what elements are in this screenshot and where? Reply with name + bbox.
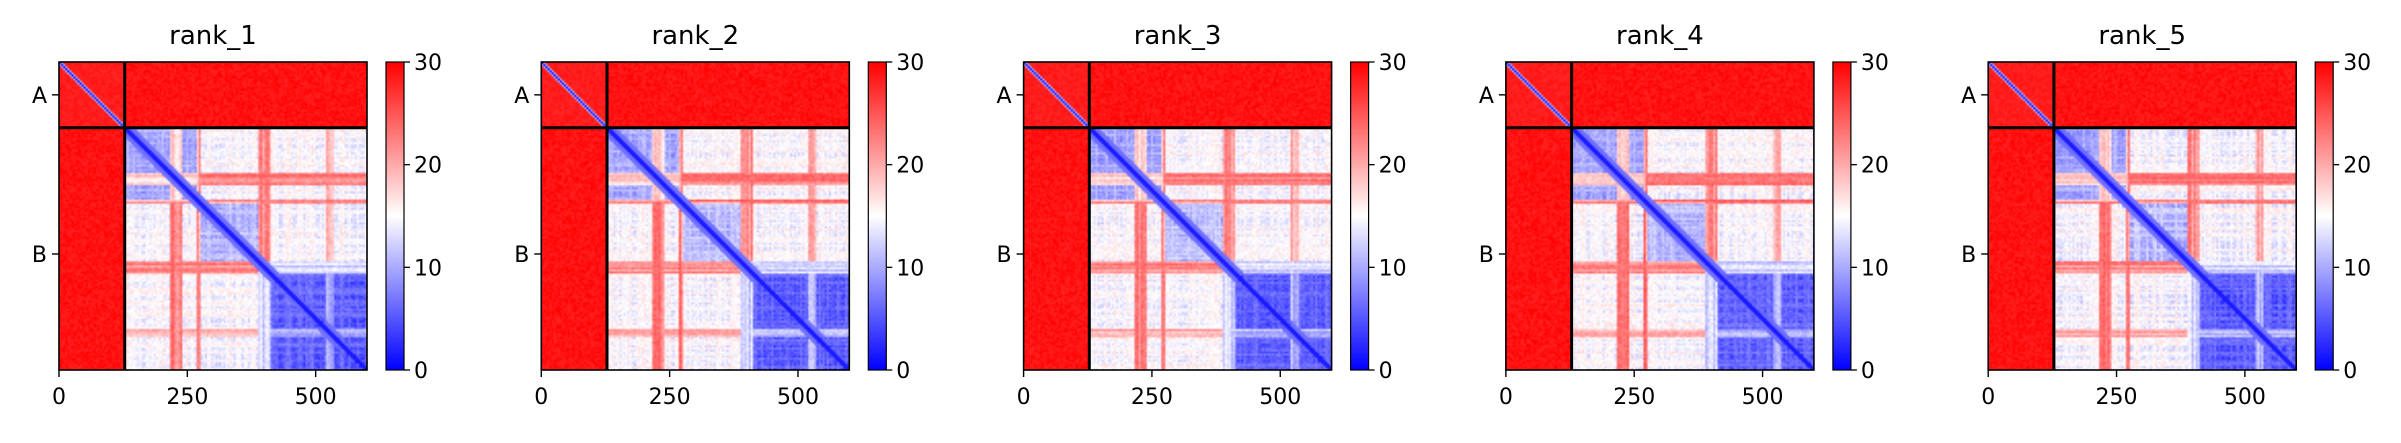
panel-1: rank_1 0 250 500 A B 0 10 20 30 (32, 21, 442, 410)
x-tick-label: 500 (1742, 385, 1784, 410)
y-tick-label: B (32, 243, 47, 268)
x-tick-label: 500 (1259, 385, 1301, 410)
colorbar-tick-label: 0 (414, 359, 428, 384)
plot-frame (1505, 61, 1815, 371)
colorbar-tick-label: 10 (2343, 256, 2371, 281)
plot-frame (1022, 61, 1333, 371)
colorbar-tick-label: 30 (414, 51, 442, 76)
colorbar-tick-label: 0 (1379, 359, 1393, 384)
heatmap-image (541, 62, 850, 370)
x-tick-label: 0 (1499, 385, 1513, 410)
x-tick-label: 0 (52, 385, 66, 410)
panel-2: rank_2 0 250 500 A B 0 10 20 30 (514, 21, 924, 410)
x-tick-label: 250 (1613, 385, 1655, 410)
panel-title: rank_4 (1616, 21, 1704, 51)
y-tick-label: A (514, 84, 529, 109)
y-tick-label: B (1479, 243, 1494, 268)
panel-3: rank_3 0 250 500 A B 0 10 20 30 (997, 21, 1407, 410)
colorbar-tick-label: 20 (1861, 154, 1889, 179)
panel-title: rank_3 (1134, 21, 1222, 51)
y-tick-label: A (32, 84, 47, 109)
y-tick-label: B (1961, 243, 1976, 268)
colorbar (1349, 61, 1370, 371)
panel-title: rank_5 (2098, 21, 2186, 51)
y-tick-label: B (997, 243, 1012, 268)
colorbar-tick-label: 10 (1861, 256, 1889, 281)
colorbar-tick-label: 20 (2343, 154, 2371, 179)
colorbar-tick-label: 20 (896, 154, 924, 179)
heatmap-image (1023, 62, 1332, 370)
x-tick-label: 500 (777, 385, 819, 410)
panel-4: rank_4 0 250 500 A B 0 10 20 30 (1479, 21, 1889, 410)
colorbar-tick-label: 20 (414, 154, 442, 179)
x-tick-label: 0 (1017, 385, 1031, 410)
colorbar (2314, 61, 2334, 371)
colorbar-tick-label: 0 (896, 359, 910, 384)
panel-5: rank_5 0 250 500 A B 0 10 20 30 (1961, 21, 2371, 410)
x-tick-label: 250 (166, 385, 208, 410)
plot-frame (58, 61, 368, 371)
colorbar (385, 61, 405, 371)
panel-title: rank_1 (169, 21, 257, 51)
plot-frame (540, 61, 851, 371)
colorbar-tick-label: 20 (1379, 154, 1407, 179)
y-tick-label: A (997, 84, 1012, 109)
y-tick-label: A (1479, 84, 1494, 109)
x-tick-label: 500 (2224, 385, 2266, 410)
x-tick-label: 250 (649, 385, 691, 410)
x-tick-label: 500 (295, 385, 337, 410)
plot-frame (1987, 61, 2297, 371)
colorbar-tick-label: 0 (2343, 359, 2357, 384)
heatmap-image (59, 62, 367, 370)
colorbar-tick-label: 0 (1861, 359, 1875, 384)
x-tick-label: 0 (534, 385, 548, 410)
y-tick-label: A (1961, 84, 1976, 109)
colorbar-tick-label: 30 (1861, 51, 1889, 76)
colorbar (1832, 61, 1852, 371)
heatmap-image (1505, 62, 1814, 370)
y-tick-label: B (514, 243, 529, 268)
x-tick-label: 0 (1981, 385, 1995, 410)
colorbar-tick-label: 10 (896, 256, 924, 281)
x-tick-label: 250 (1131, 385, 1173, 410)
colorbar-tick-label: 30 (1379, 51, 1407, 76)
colorbar-tick-label: 30 (2343, 51, 2371, 76)
x-tick-label: 250 (2096, 385, 2138, 410)
colorbar-tick-label: 10 (1379, 256, 1407, 281)
colorbar-tick-label: 30 (896, 51, 924, 76)
colorbar (867, 61, 887, 371)
heatmap-image (1988, 62, 2297, 370)
panel-title: rank_2 (651, 21, 739, 51)
colorbar-tick-label: 10 (414, 256, 442, 281)
